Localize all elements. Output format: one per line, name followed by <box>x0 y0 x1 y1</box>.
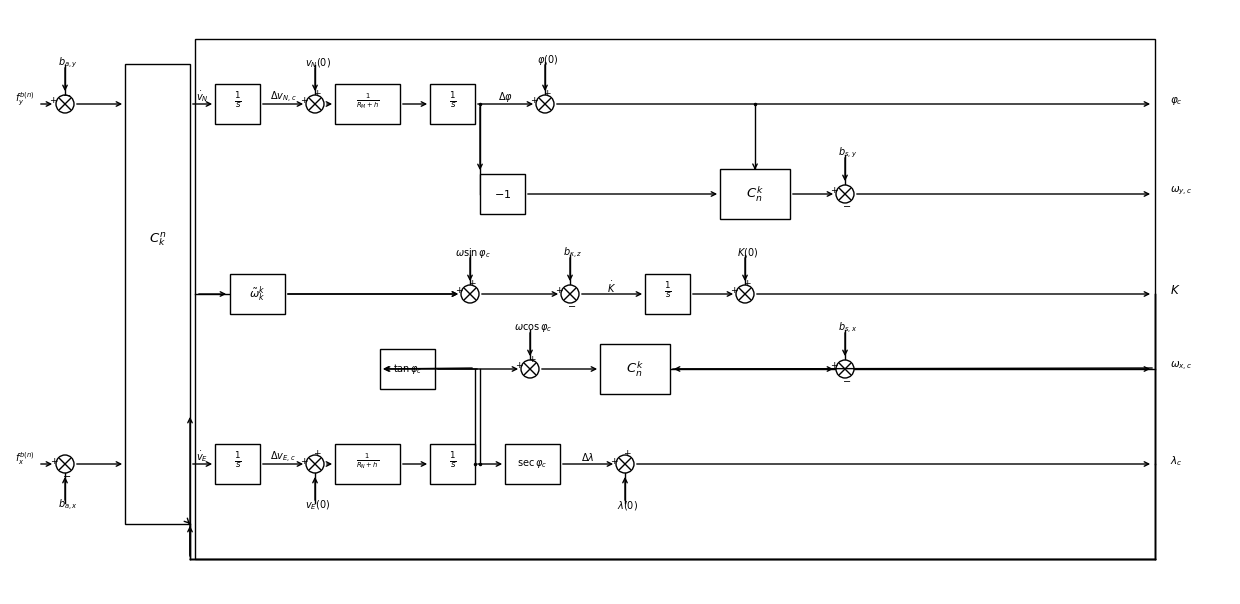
Text: $\omega_{x,c}$: $\omega_{x,c}$ <box>1171 359 1193 373</box>
Text: $b_{a,x}$: $b_{a,x}$ <box>58 498 78 513</box>
Circle shape <box>521 360 539 378</box>
Circle shape <box>306 455 324 473</box>
Text: $-$: $-$ <box>62 89 72 99</box>
Circle shape <box>306 95 324 113</box>
Text: +: + <box>743 280 750 289</box>
Text: $\frac{1}{s}$: $\frac{1}{s}$ <box>449 451 456 471</box>
Text: +: + <box>543 89 551 98</box>
Text: $b_{a,y}$: $b_{a,y}$ <box>58 56 78 70</box>
Text: $-$: $-$ <box>62 470 72 480</box>
Bar <box>430 444 475 484</box>
Text: $\frac{1}{s}$: $\frac{1}{s}$ <box>233 451 242 471</box>
Text: $f_x^{b(n)}$: $f_x^{b(n)}$ <box>15 451 35 467</box>
Text: $\frac{1}{R_M+h}$: $\frac{1}{R_M+h}$ <box>356 91 379 111</box>
Text: +: + <box>51 457 58 466</box>
Bar <box>335 444 401 484</box>
Text: $v_N(0)$: $v_N(0)$ <box>305 56 331 70</box>
Circle shape <box>836 185 854 203</box>
Text: $b_{s,x}$: $b_{s,x}$ <box>838 321 858 336</box>
Text: $f_y^{b(n)}$: $f_y^{b(n)}$ <box>15 91 35 108</box>
Text: $\lambda_c$: $\lambda_c$ <box>1171 454 1183 468</box>
Text: $-$: $-$ <box>568 300 577 310</box>
Circle shape <box>836 360 854 378</box>
Text: $-$: $-$ <box>842 375 852 385</box>
Text: +: + <box>831 362 838 370</box>
Text: $\frac{1}{s}$: $\frac{1}{s}$ <box>663 281 671 301</box>
Text: $C_n^k$: $C_n^k$ <box>626 359 644 379</box>
Bar <box>645 274 689 314</box>
Text: $K(0)$: $K(0)$ <box>738 246 759 260</box>
Text: $\sec\varphi_c$: $\sec\varphi_c$ <box>517 458 548 470</box>
Bar <box>195 39 1154 559</box>
Text: $\frac{1}{s}$: $\frac{1}{s}$ <box>233 91 242 111</box>
Text: +: + <box>314 449 321 458</box>
Bar <box>335 84 401 124</box>
Circle shape <box>536 95 554 113</box>
Text: $\Delta v_{N,c}$: $\Delta v_{N,c}$ <box>269 89 296 104</box>
Text: +: + <box>528 355 536 364</box>
Bar <box>125 64 190 524</box>
Text: $v_E(0)$: $v_E(0)$ <box>305 498 331 512</box>
Text: $K$: $K$ <box>1171 284 1180 298</box>
Circle shape <box>737 285 754 303</box>
Circle shape <box>616 455 634 473</box>
Text: $\varphi(0)$: $\varphi(0)$ <box>537 53 559 67</box>
Text: $\dot{v}_E$: $\dot{v}_E$ <box>196 449 208 464</box>
Circle shape <box>56 95 74 113</box>
Bar <box>720 169 790 219</box>
Text: $C_k^n$: $C_k^n$ <box>149 230 166 248</box>
Text: +: + <box>730 286 738 295</box>
Text: +: + <box>455 286 463 295</box>
Text: $\tan\varphi_c$: $\tan\varphi_c$ <box>393 362 423 376</box>
Text: +: + <box>314 89 321 98</box>
Bar <box>505 444 560 484</box>
Text: +: + <box>50 97 57 106</box>
Text: +: + <box>516 362 523 370</box>
Bar <box>215 444 260 484</box>
Text: $\frac{1}{s}$: $\frac{1}{s}$ <box>449 91 456 111</box>
Text: +: + <box>556 286 563 295</box>
Text: +: + <box>624 449 631 458</box>
Bar <box>229 274 285 314</box>
Text: $b_{\kappa,z}$: $b_{\kappa,z}$ <box>563 245 583 260</box>
Text: +: + <box>531 97 538 106</box>
Text: $C_n^k$: $C_n^k$ <box>746 184 764 204</box>
Text: $\lambda(0)$: $\lambda(0)$ <box>618 498 639 512</box>
Text: $-$: $-$ <box>842 200 852 210</box>
Bar <box>480 174 525 214</box>
Bar <box>430 84 475 124</box>
Text: $\Delta\lambda$: $\Delta\lambda$ <box>582 451 595 463</box>
Text: $\frac{1}{R_N+h}$: $\frac{1}{R_N+h}$ <box>356 451 379 471</box>
Text: $\varphi_c$: $\varphi_c$ <box>1171 95 1183 107</box>
Text: +: + <box>300 97 308 106</box>
Text: +: + <box>300 457 308 466</box>
Text: $\omega\sin\varphi_c$: $\omega\sin\varphi_c$ <box>455 246 491 260</box>
Text: $b_{s,y}$: $b_{s,y}$ <box>838 146 858 160</box>
Text: $\Delta v_{E,c}$: $\Delta v_{E,c}$ <box>270 449 296 464</box>
Bar <box>600 344 670 394</box>
Bar <box>215 84 260 124</box>
Circle shape <box>461 285 479 303</box>
Text: +: + <box>610 457 618 466</box>
Circle shape <box>56 455 74 473</box>
Bar <box>379 349 435 389</box>
Text: $\dot{v}_N$: $\dot{v}_N$ <box>196 89 208 104</box>
Circle shape <box>560 285 579 303</box>
Text: +: + <box>469 280 476 289</box>
Text: +: + <box>831 187 838 196</box>
Text: $\Delta\varphi$: $\Delta\varphi$ <box>498 90 513 104</box>
Text: $\tilde{\omega}_k^k$: $\tilde{\omega}_k^k$ <box>249 284 265 304</box>
Text: $-1$: $-1$ <box>494 188 511 200</box>
Text: $\dot{K}$: $\dot{K}$ <box>608 280 616 295</box>
Text: $\omega_{y,c}$: $\omega_{y,c}$ <box>1171 185 1193 197</box>
Text: $\omega\cos\varphi_c$: $\omega\cos\varphi_c$ <box>513 322 552 334</box>
